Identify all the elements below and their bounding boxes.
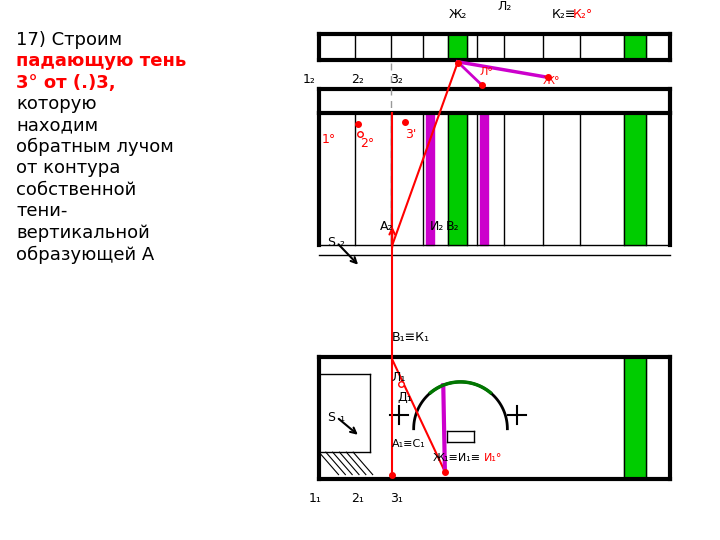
Text: 1₁: 1₁ bbox=[309, 492, 322, 505]
Text: Л₁: Л₁ bbox=[392, 372, 406, 384]
Text: В₂: В₂ bbox=[446, 220, 459, 233]
Text: от контура: от контура bbox=[17, 159, 121, 177]
Text: А₂: А₂ bbox=[379, 220, 393, 233]
Text: обратным лучом: обратным лучом bbox=[17, 138, 174, 156]
Text: И₂: И₂ bbox=[430, 220, 444, 233]
Text: 3₂: 3₂ bbox=[390, 73, 402, 86]
Text: Ж₂: Ж₂ bbox=[449, 8, 467, 21]
Text: S ₂: S ₂ bbox=[328, 236, 345, 249]
Text: К₂≡: К₂≡ bbox=[552, 8, 576, 21]
Text: 3': 3' bbox=[405, 127, 416, 140]
Text: 3₁: 3₁ bbox=[390, 492, 402, 505]
Text: Л₂: Л₂ bbox=[498, 0, 512, 13]
Text: Ж°: Ж° bbox=[543, 76, 560, 86]
Text: 2₁: 2₁ bbox=[351, 492, 364, 505]
Text: Д₁: Д₁ bbox=[397, 391, 413, 404]
Text: 17) Строим: 17) Строим bbox=[17, 31, 122, 49]
Text: тени-: тени- bbox=[17, 202, 68, 220]
Text: 3° от (.)3,: 3° от (.)3, bbox=[17, 73, 116, 91]
Text: 1°: 1° bbox=[322, 133, 336, 146]
Text: К₂°: К₂° bbox=[572, 8, 593, 21]
Text: которую: которую bbox=[17, 95, 97, 113]
Text: вертикальной: вертикальной bbox=[17, 224, 150, 242]
Text: А₁≡С₁: А₁≡С₁ bbox=[392, 440, 426, 449]
Text: Ж₁≡И₁≡: Ж₁≡И₁≡ bbox=[433, 453, 481, 463]
Text: Л°: Л° bbox=[480, 66, 494, 77]
Text: падающую тень: падающую тень bbox=[17, 52, 186, 70]
Text: 2°: 2° bbox=[360, 137, 374, 150]
Text: S ₁: S ₁ bbox=[328, 410, 345, 423]
Text: находим: находим bbox=[17, 117, 99, 134]
Text: 1₂: 1₂ bbox=[302, 73, 315, 86]
Text: образующей А: образующей А bbox=[17, 245, 155, 264]
Text: 2₂: 2₂ bbox=[351, 73, 364, 86]
Text: В₁≡К₁: В₁≡К₁ bbox=[392, 331, 430, 344]
Text: собственной: собственной bbox=[17, 181, 137, 199]
Text: И₁°: И₁° bbox=[484, 453, 503, 463]
